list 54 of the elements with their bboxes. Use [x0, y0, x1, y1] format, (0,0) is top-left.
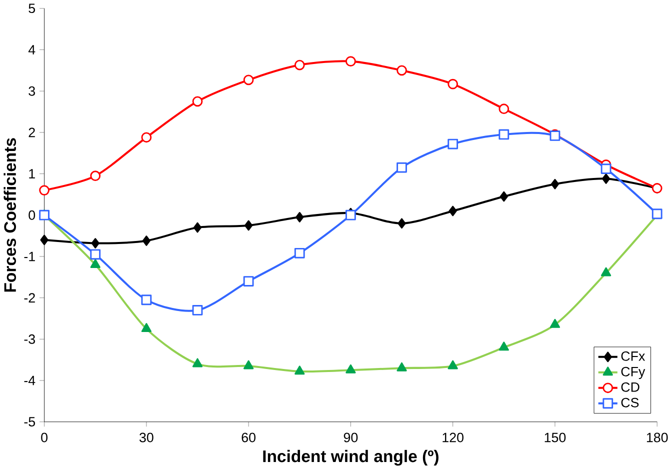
point: [550, 178, 560, 190]
point: [498, 104, 510, 114]
x-tick-label: 30: [139, 432, 154, 442]
legend-label: CFx: [621, 351, 646, 361]
point: [448, 206, 457, 216]
y-axis-title: Forces Coefficients: [4, 138, 16, 292]
point: [294, 60, 305, 70]
point: [244, 220, 253, 230]
x-axis-title: Incident wind angle (º): [263, 450, 438, 466]
y-tick-label: 2: [28, 128, 35, 137]
x-tick-label: 150: [544, 432, 566, 442]
y-tick-label: -1: [24, 252, 35, 261]
y-tick-label: -5: [24, 417, 36, 426]
x-tick-label: 90: [344, 432, 358, 442]
point: [448, 78, 458, 90]
x-tick-label: 60: [242, 432, 256, 442]
point: [294, 248, 305, 258]
y-tick-label: -3: [24, 334, 35, 344]
point: [346, 56, 356, 66]
point: [398, 218, 406, 228]
y-tick-label: -4: [24, 376, 36, 385]
point: [396, 162, 407, 173]
legend-label: CD: [621, 382, 640, 392]
point: [192, 304, 203, 316]
point: [602, 173, 610, 184]
point: [40, 234, 48, 245]
x-tick-label: 120: [442, 432, 464, 442]
point: [91, 238, 100, 248]
point: [39, 184, 50, 196]
legend-label: CS: [621, 398, 639, 408]
point: [396, 65, 407, 76]
x-tick-label: 180: [646, 432, 668, 442]
y-tick-label: 1: [29, 169, 35, 178]
point: [498, 129, 510, 140]
point: [141, 294, 152, 305]
point: [192, 96, 203, 106]
y-tick-label: 4: [28, 44, 36, 54]
point: [141, 132, 152, 142]
point: [193, 222, 202, 233]
point: [243, 74, 254, 85]
point: [90, 170, 101, 181]
y-tick-label: 3: [28, 86, 35, 96]
y-tick-label: 5: [28, 4, 36, 13]
point: [90, 249, 101, 260]
x-tick-label: 0: [41, 432, 48, 442]
y-tick-label: 0: [28, 210, 36, 220]
y-tick-label: -2: [24, 292, 35, 302]
legend-label: CFy: [621, 366, 646, 379]
point: [243, 276, 254, 286]
point: [448, 138, 458, 150]
point: [296, 212, 304, 222]
point: [500, 191, 508, 202]
point: [142, 235, 150, 246]
point: [600, 163, 612, 174]
